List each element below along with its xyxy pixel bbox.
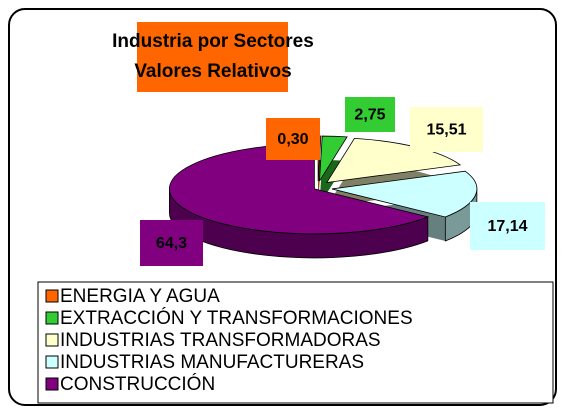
legend-swatch — [45, 355, 59, 369]
data-label-box — [345, 97, 395, 132]
data-label-box — [470, 202, 545, 250]
chart-title: Valores Relativos — [134, 61, 291, 82]
title-box — [137, 22, 288, 92]
data-label: 15,51 — [426, 122, 466, 139]
data-label: 2,75 — [354, 107, 385, 124]
legend-swatch — [45, 311, 59, 325]
legend-swatch — [45, 377, 59, 391]
legend-label: INDUSTRIAS TRANSFORMADORAS — [60, 330, 381, 351]
legend-label: ENERGIA Y AGUA — [60, 286, 220, 307]
data-label: 64,3 — [156, 235, 187, 252]
pie-slice — [319, 135, 348, 182]
data-label-box — [140, 220, 203, 266]
legend-swatch — [45, 289, 59, 303]
legend-label: EXTRACCIÓN Y TRANSFORMACIONES — [60, 307, 413, 329]
pie-slice — [331, 170, 478, 218]
chart-title: Industria por Sectores — [112, 31, 314, 52]
data-label: 0,30 — [277, 131, 308, 148]
pie-slice — [168, 143, 430, 235]
legend-label: CONSTRUCCIÓN — [60, 373, 215, 395]
legend-label: INDUSTRIAS MANUFACTURERAS — [60, 352, 364, 373]
legend-box — [37, 281, 554, 404]
legend-swatch — [45, 333, 59, 347]
data-label: 17,14 — [487, 218, 527, 235]
data-label-box — [410, 107, 483, 152]
data-label-box — [266, 118, 320, 160]
